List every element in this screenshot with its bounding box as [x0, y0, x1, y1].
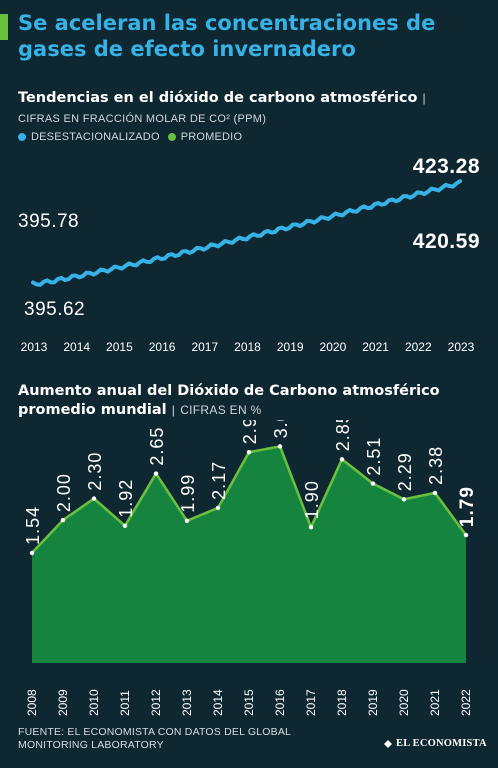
- data-point: [122, 523, 128, 528]
- label-desestacionalizado-end: 420.59: [413, 230, 480, 253]
- legend-label-desestacionalizado: DESESTACIONALIZADO: [31, 131, 160, 143]
- x-tick-label: 2009: [56, 689, 70, 716]
- value-label: 1.90: [302, 480, 322, 519]
- x-tick-label: 2019: [277, 340, 304, 354]
- page-title: Se aceleran las concentraciones de gases…: [18, 11, 436, 61]
- x-tick-label: 2021: [428, 689, 442, 716]
- accent-bar: [0, 14, 8, 40]
- x-tick-label: 2020: [320, 340, 347, 354]
- label-promedio-start: 395.78: [18, 211, 79, 232]
- x-tick-label: 2022: [405, 340, 432, 354]
- data-point: [153, 471, 159, 476]
- publisher-logo: EL ECONOMISTA: [384, 738, 487, 749]
- value-label: 1.99: [178, 474, 198, 513]
- logo-text: EL ECONOMISTA: [396, 738, 487, 749]
- value-label: 2.17: [209, 461, 229, 500]
- x-tick-label: 2019: [366, 689, 380, 716]
- chart2-title-row: Aumento anual del Dióxido de Carbono atm…: [18, 382, 488, 420]
- chart1-plot-area: [31, 179, 462, 287]
- source-note: FUENTE: EL ECONOMISTA CON DATOS DEL GLOB…: [18, 726, 291, 751]
- chart1-title-row: Tendencias en el dióxido de carbono atmo…: [18, 89, 426, 108]
- legend-item-desestacionalizado: DESESTACIONALIZADO: [18, 131, 160, 143]
- chart2-unit: CIFRAS EN %: [180, 403, 262, 417]
- logo-diamond-icon: [384, 739, 392, 748]
- x-tick-label: 2016: [149, 340, 176, 354]
- data-point: [91, 496, 97, 501]
- value-label: 2.38: [426, 446, 446, 485]
- x-tick-label: 2017: [304, 689, 318, 716]
- x-tick-label: 2016: [273, 689, 287, 716]
- x-tick-label: 2008: [25, 689, 39, 716]
- value-label: 2.65: [147, 427, 167, 466]
- chart1-title: Tendencias en el dióxido de carbono atmo…: [18, 90, 418, 106]
- data-point: [339, 457, 345, 462]
- x-tick-label: 2022: [459, 689, 473, 716]
- legend-dot-blue: [18, 133, 26, 141]
- x-tick-label: 2012: [149, 689, 163, 716]
- x-tick-label: 2023: [448, 340, 475, 354]
- x-tick-label: 2011: [118, 690, 132, 716]
- x-tick-label: 2018: [234, 340, 261, 354]
- data-point: [277, 444, 283, 449]
- data-point: [308, 525, 314, 530]
- data-point: [463, 532, 469, 538]
- legend-label-promedio: PROMEDIO: [180, 131, 243, 143]
- x-tick-label: 2017: [191, 340, 218, 354]
- legend-item-promedio: PROMEDIO: [167, 131, 243, 143]
- chart1-value-labels: 395.78 395.62 423.28 420.59: [18, 155, 480, 320]
- annual-increase-chart: 1.54 2.00 2.30 1.92 2.65 1.99 2.17 2.95 3.03 1.90…: [23, 420, 478, 716]
- value-label: 2.29: [395, 452, 415, 491]
- chart2-value-labels: 1.54 2.00 2.30 1.92 2.65 1.99 2.17 2.95 3.03 1.90…: [23, 420, 478, 545]
- chart1-legend: DESESTACIONALIZADO PROMEDIO: [18, 131, 250, 143]
- x-tick-label: 2013: [180, 689, 194, 716]
- chart1-x-axis: 2013 2014 2015 2016 2017 2018 2019 2020 2021 2022…: [21, 340, 475, 354]
- x-tick-label: 2015: [242, 689, 256, 716]
- value-label: 1.79: [457, 486, 478, 527]
- x-tick-label: 2014: [211, 689, 225, 716]
- label-promedio-end: 423.28: [413, 155, 480, 178]
- value-label: 1.54: [23, 506, 43, 545]
- data-point: [215, 505, 221, 511]
- value-label: 3.03: [271, 420, 291, 438]
- value-label: 2.51: [364, 437, 384, 476]
- data-point: [60, 517, 66, 523]
- chart1-separator: |: [422, 91, 426, 105]
- data-point: [370, 481, 376, 486]
- x-tick-label: 2021: [362, 340, 389, 354]
- x-tick-label: 2013: [21, 340, 48, 354]
- value-label: 2.95: [240, 420, 260, 444]
- x-tick-label: 2014: [63, 340, 90, 354]
- x-tick-label: 2018: [335, 689, 349, 716]
- chart1-unit: CIFRAS EN FRACCIÓN MOLAR DE CO² (PPM): [18, 113, 267, 125]
- data-point: [29, 550, 35, 556]
- x-tick-label: 2010: [87, 689, 101, 716]
- chart2-separator: |: [171, 403, 176, 417]
- data-point: [184, 518, 190, 523]
- value-label: 1.92: [116, 479, 136, 518]
- x-tick-label: 2020: [397, 689, 411, 716]
- chart2-plot-area: [29, 444, 469, 663]
- chart2-x-axis: 2008 2009 2010 2011 2012 2013 2014 2015 2016 2017…: [25, 689, 473, 716]
- value-label: 2.00: [54, 473, 74, 512]
- data-point: [401, 497, 407, 502]
- x-tick-label: 2015: [106, 340, 133, 354]
- legend-dot-green: [167, 133, 176, 141]
- chart2-title: Aumento anual del Dióxido de Carbono atm…: [18, 383, 440, 418]
- value-label: 2.30: [85, 452, 105, 491]
- data-point: [246, 450, 252, 455]
- data-point: [432, 490, 438, 496]
- value-label: 2.85: [333, 420, 353, 451]
- label-desestacionalizado-start: 395.62: [24, 299, 85, 320]
- series-line-desestacionalizado: [31, 179, 462, 287]
